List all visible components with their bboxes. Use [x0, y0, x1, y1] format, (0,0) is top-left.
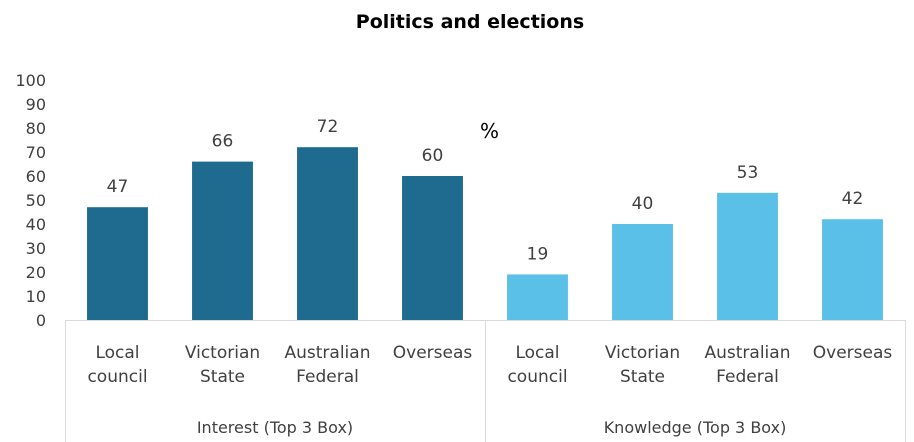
category-label: Australian Federal [705, 343, 791, 387]
y-tick-label: 70 [26, 143, 46, 162]
y-tick-label: 50 [26, 191, 46, 210]
bar [717, 192, 778, 320]
category-label: Victorian State [605, 343, 680, 387]
data-label: 19 [527, 244, 549, 264]
data-label: 42 [842, 189, 864, 209]
y-tick-label: 100 [15, 71, 46, 90]
data-label: 66 [212, 132, 234, 152]
y-tick-label: 60 [26, 167, 46, 186]
category-label: Overseas [393, 343, 473, 363]
bar [192, 161, 253, 320]
bar [612, 224, 673, 320]
data-label: 53 [737, 163, 759, 183]
bar [507, 274, 568, 320]
y-tick-label: 30 [26, 239, 46, 258]
chart-title: Politics and elections [356, 11, 584, 33]
bar [297, 147, 358, 320]
y-tick-label: 40 [26, 215, 46, 234]
category-label: Victorian State [185, 343, 260, 387]
bar [87, 207, 148, 320]
y-tick-label: 20 [26, 263, 46, 282]
bar [822, 219, 883, 320]
data-label: 40 [632, 194, 654, 214]
y-tick-label: 0 [36, 311, 46, 330]
group-label: Interest (Top 3 Box) [197, 418, 353, 437]
data-label: 47 [107, 177, 129, 197]
category-label: Overseas [813, 343, 893, 363]
x-axis: Local council Victorian State Australian Fede… [65, 320, 906, 442]
y-tick-label: 10 [26, 287, 46, 306]
bar [402, 176, 463, 320]
data-label: 60 [422, 146, 444, 166]
data-labels: 47 66 72 60 19 40 53 42 [107, 117, 864, 264]
category-label: Local council [87, 343, 147, 387]
unit-label: % [480, 119, 499, 143]
y-axis: 0 10 20 30 40 50 60 70 80 90 100 [15, 71, 46, 330]
data-label: 72 [317, 117, 339, 137]
category-label: Local council [507, 343, 567, 387]
bars [87, 147, 883, 320]
y-tick-label: 80 [26, 119, 46, 138]
group-label: Knowledge (Top 3 Box) [604, 418, 787, 437]
y-tick-label: 90 [26, 95, 46, 114]
category-label: Australian Federal [285, 343, 371, 387]
